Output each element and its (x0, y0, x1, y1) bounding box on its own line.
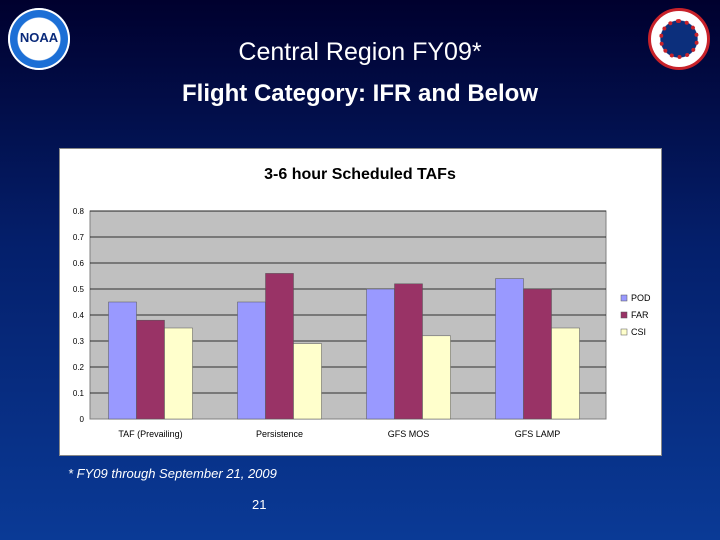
bar-csi-4 (551, 327, 580, 420)
footnote: * FY09 through September 21, 2009 (68, 466, 277, 481)
bar-far-3 (394, 283, 423, 420)
y-tick-label: 0.7 (73, 233, 85, 242)
legend-label-pod: POD (631, 293, 651, 303)
bar-far-4 (523, 288, 552, 420)
nws-logo (648, 8, 710, 70)
y-tick-label: 0.2 (73, 363, 85, 372)
bar-chart: 3-6 hour Scheduled TAFs 0 0.1 0.2 0.3 0.4 0.5… (73, 166, 651, 439)
bar-csi-3 (422, 335, 451, 420)
bar-far-1 (136, 319, 165, 420)
bar-far-2 (265, 273, 294, 420)
noaa-logo-text: NOAA (19, 30, 59, 45)
y-axis: 0 0.1 0.2 0.3 0.4 0.5 0.6 0.7 0.8 (73, 207, 85, 424)
x-tick-label: Persistence (256, 429, 303, 439)
x-tick-label: GFS LAMP (515, 429, 561, 439)
bar-csi-1 (164, 327, 193, 420)
bar-pod-3 (366, 288, 395, 420)
x-tick-label: TAF (Prevailing) (118, 429, 182, 439)
chart-title: 3-6 hour Scheduled TAFs (264, 166, 456, 183)
legend: POD FAR CSI (620, 293, 651, 337)
bars (108, 273, 580, 420)
bar-pod-4 (495, 278, 524, 420)
y-tick-label: 0.8 (73, 207, 85, 216)
legend-label-far: FAR (631, 310, 649, 320)
bar-pod-2 (237, 301, 266, 420)
legend-label-csi: CSI (631, 327, 646, 337)
y-tick-label: 0.3 (73, 337, 85, 346)
bar-csi-2 (293, 343, 322, 420)
legend-swatch-pod (620, 294, 628, 302)
y-tick-label: 0.5 (73, 285, 85, 294)
y-tick-label: 0.1 (73, 389, 85, 398)
x-tick-label: GFS MOS (388, 429, 430, 439)
legend-swatch-csi (620, 328, 628, 336)
y-tick-label: 0.4 (73, 311, 85, 320)
bar-pod-1 (108, 301, 137, 420)
noaa-logo: NOAA (8, 8, 70, 70)
x-axis: TAF (Prevailing) Persistence GFS MOS GFS LA… (118, 429, 560, 439)
chart-container: 3-6 hour Scheduled TAFs 0 0.1 0.2 0.3 0.4 0.5… (59, 148, 662, 456)
page-number: 21 (252, 497, 267, 512)
y-tick-label: 0 (80, 415, 85, 424)
slide-subtitle: Flight Category: IFR and Below (181, 80, 538, 107)
y-tick-label: 0.6 (73, 259, 85, 268)
legend-swatch-far (620, 311, 628, 319)
slide-title: Central Region FY09* (238, 38, 482, 66)
